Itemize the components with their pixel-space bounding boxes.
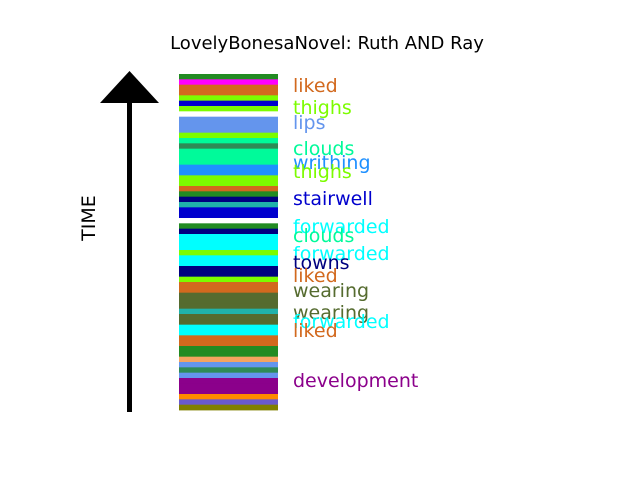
stripe bbox=[179, 388, 278, 395]
stripe bbox=[179, 303, 278, 310]
stripe bbox=[179, 351, 278, 358]
stripe bbox=[179, 292, 278, 299]
stripe bbox=[179, 282, 278, 288]
stripe bbox=[179, 111, 278, 118]
word-label: stairwell bbox=[293, 188, 373, 210]
stripe bbox=[179, 250, 278, 256]
word-label: development bbox=[293, 370, 418, 392]
stripe bbox=[179, 383, 278, 390]
stripe bbox=[179, 314, 278, 320]
stripe bbox=[179, 159, 278, 166]
time-arrow-head bbox=[100, 71, 159, 103]
word-label: lips bbox=[293, 112, 326, 134]
stripe bbox=[179, 180, 278, 187]
stripe bbox=[179, 100, 278, 107]
stripe bbox=[179, 356, 278, 363]
stripe bbox=[179, 196, 278, 203]
stripe bbox=[179, 90, 278, 96]
stripe bbox=[179, 106, 278, 112]
stripe bbox=[179, 346, 278, 352]
stripe bbox=[179, 138, 278, 144]
stripe bbox=[179, 399, 278, 406]
stripe bbox=[179, 378, 278, 384]
stripe bbox=[179, 218, 278, 224]
stripe bbox=[179, 244, 278, 251]
stripe bbox=[179, 239, 278, 246]
word-label: writhing bbox=[293, 152, 371, 174]
stripe bbox=[179, 207, 278, 214]
time-arrow bbox=[100, 71, 159, 412]
stripe bbox=[179, 212, 278, 219]
stripe bbox=[179, 132, 278, 139]
stripe bbox=[179, 202, 278, 208]
stripe bbox=[179, 74, 278, 80]
stripe bbox=[179, 79, 278, 86]
stripe bbox=[179, 175, 278, 182]
stripe-stack bbox=[179, 74, 278, 411]
word-label: clouds bbox=[293, 138, 354, 160]
stripe bbox=[179, 127, 278, 134]
word-label: clouds bbox=[293, 225, 354, 247]
word-label: liked bbox=[293, 320, 338, 342]
stripe bbox=[179, 186, 278, 192]
stripe bbox=[179, 335, 278, 342]
stripe bbox=[179, 266, 278, 272]
word-label: towns bbox=[293, 252, 350, 274]
y-axis-label: TIME bbox=[78, 195, 100, 242]
stripe bbox=[179, 324, 278, 331]
stripe bbox=[179, 228, 278, 235]
stripe bbox=[179, 164, 278, 171]
word-label: liked bbox=[293, 75, 338, 97]
word-label: wearing bbox=[293, 302, 369, 324]
stripe bbox=[179, 154, 278, 160]
word-label: wearing bbox=[293, 280, 369, 302]
stripe bbox=[179, 234, 278, 240]
stripe bbox=[179, 223, 278, 230]
stripe bbox=[179, 394, 278, 400]
word-label: thighs bbox=[293, 161, 352, 183]
stripe bbox=[179, 298, 278, 304]
stripe bbox=[179, 170, 278, 176]
stripe bbox=[179, 287, 278, 294]
stripe bbox=[179, 330, 278, 336]
stripe bbox=[179, 404, 278, 411]
chart-title: LovelyBonesaNovel: Ruth AND Ray bbox=[170, 33, 484, 54]
stripe bbox=[179, 372, 278, 379]
stripe bbox=[179, 191, 278, 198]
stripe bbox=[179, 271, 278, 278]
stripe bbox=[179, 122, 278, 128]
word-labels: likedthighslipscloudswrithingthighsstair… bbox=[293, 75, 418, 392]
stripe bbox=[179, 84, 278, 91]
word-label: forwarded bbox=[293, 243, 390, 265]
word-label: thighs bbox=[293, 97, 352, 119]
word-label: forwarded bbox=[293, 216, 390, 238]
stripe bbox=[179, 260, 278, 267]
stripe bbox=[179, 95, 278, 102]
stripe bbox=[179, 148, 278, 155]
stripe bbox=[179, 276, 278, 283]
word-label: forwarded bbox=[293, 311, 390, 333]
stripe bbox=[179, 362, 278, 368]
stripe bbox=[179, 116, 278, 123]
stripe bbox=[179, 255, 278, 262]
stripe bbox=[179, 367, 278, 374]
word-label: liked bbox=[293, 265, 338, 287]
stripe bbox=[179, 319, 278, 326]
stripe bbox=[179, 308, 278, 315]
stripe bbox=[179, 143, 278, 150]
stripe bbox=[179, 340, 278, 347]
